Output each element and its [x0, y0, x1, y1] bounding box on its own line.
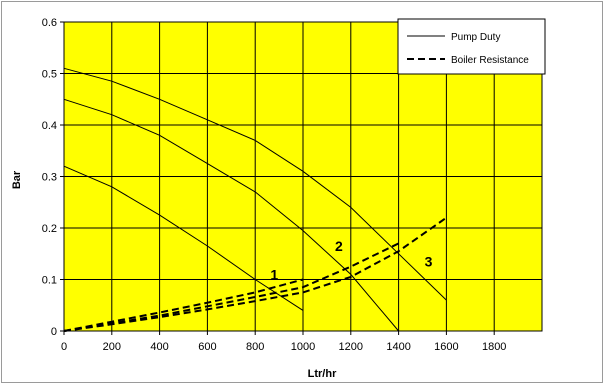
- x-tick-label: 600: [198, 341, 216, 353]
- pump-duty-curve-2: [63, 98, 399, 332]
- x-tick-label: 1200: [339, 341, 363, 353]
- y-tick-label: 0.5: [42, 69, 57, 81]
- x-tick-label: 400: [150, 341, 168, 353]
- y-tick-label: 0.1: [42, 275, 57, 287]
- y-tick-label: 0.6: [42, 17, 57, 29]
- legend-pump-duty-label: Pump Duty: [451, 32, 500, 43]
- pump-duty-curve-3: [63, 67, 447, 301]
- pump-duty-curve-1: [63, 165, 304, 311]
- x-tick-label: 1000: [291, 341, 315, 353]
- y-tick-label: 0.3: [42, 172, 57, 184]
- x-tick-label: 800: [246, 341, 264, 353]
- x-tick-label: 1400: [386, 341, 410, 353]
- curve-label-2: 2: [335, 238, 343, 254]
- legend-boiler-resistance-label: Boiler Resistance: [451, 55, 529, 66]
- legend-box: [397, 18, 546, 75]
- y-tick-label: 0.4: [42, 120, 57, 132]
- curve-label-1: 1: [270, 267, 278, 283]
- y-tick-label: 0: [51, 326, 57, 338]
- pump-duty-chart: 1 2 3 0 200 400 600 800 1000 1200 1400 1600 1800 0 0.…: [11, 17, 546, 380]
- x-tick-label: 1800: [482, 341, 506, 353]
- x-tick-label: 0: [61, 341, 67, 353]
- legend: Pump Duty Boiler Resistance: [397, 18, 546, 75]
- y-tick-label: 0.2: [42, 223, 57, 235]
- x-axis-title: Ltr/hr: [308, 368, 337, 380]
- boiler-resistance-curve-3: [63, 216, 447, 332]
- curve-label-3: 3: [425, 254, 433, 270]
- boiler-resistance-curve-2: [63, 242, 400, 332]
- x-tick-label: 200: [103, 341, 121, 353]
- y-axis-title: Bar: [11, 170, 23, 189]
- x-tick-label: 1600: [434, 341, 458, 353]
- boiler-resistance-curve-1: [63, 278, 304, 332]
